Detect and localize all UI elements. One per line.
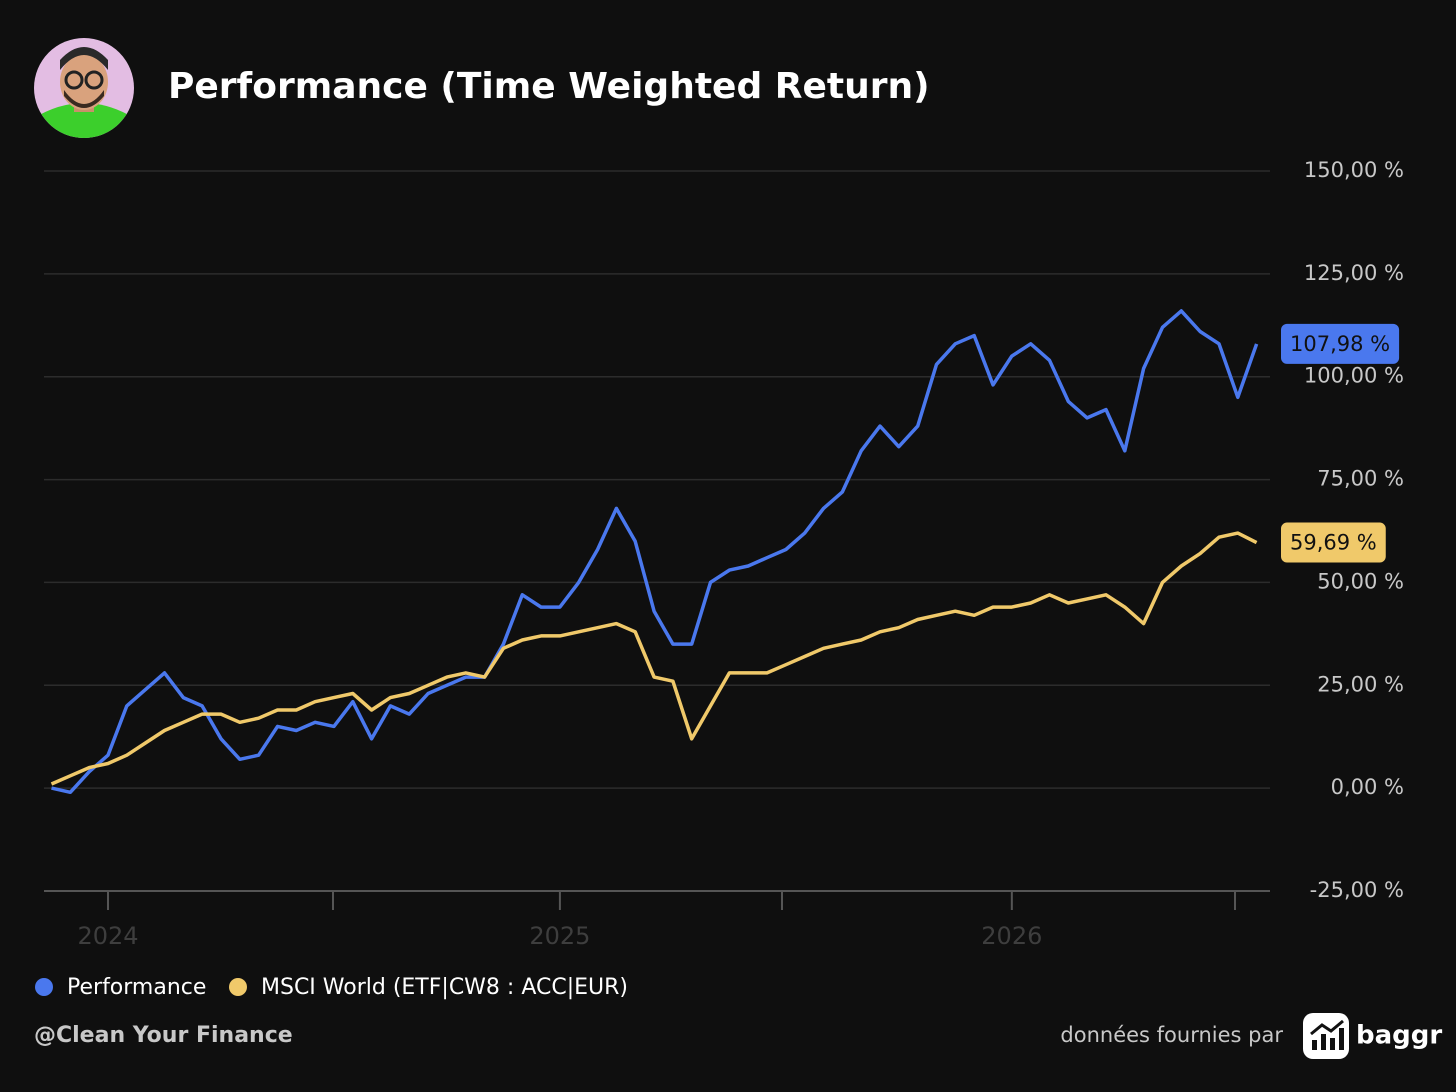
y-tick-label: 150,00 % (1304, 158, 1404, 182)
y-tick-label: 100,00 % (1304, 364, 1404, 388)
minor-ticks (332, 891, 1236, 910)
x-tick-label: 2026 (981, 922, 1042, 950)
legend-label: MSCI World (ETF|CW8 : ACC|EUR) (261, 975, 628, 1000)
end-value-box (1281, 522, 1386, 563)
legend-label: Performance (67, 975, 206, 1000)
y-tick-label: 25,00 % (1317, 672, 1404, 696)
end-value-text: 59,69 % (1290, 531, 1377, 555)
brand-logo (1303, 1013, 1349, 1059)
end-value-label: 107,98 % (1281, 323, 1400, 364)
x-tick-label: 2024 (77, 922, 138, 950)
chart-title: Performance (Time Weighted Return) (168, 66, 930, 107)
series-line (50, 531, 1258, 786)
y-tick-label: 75,00 % (1317, 467, 1404, 491)
y-tick-label: 50,00 % (1317, 569, 1404, 593)
end-value-text: 107,98 % (1290, 332, 1390, 356)
end-value-box (1281, 323, 1400, 364)
legend-swatch (229, 978, 247, 996)
y-tick-label: 125,00 % (1304, 261, 1404, 285)
y-tick-label: 0,00 % (1331, 775, 1404, 799)
author: @Clean Your Finance (34, 1023, 293, 1048)
brand: baggr (1356, 1021, 1442, 1051)
end-value-label: 59,69 % (1281, 522, 1386, 563)
y-tick-label: -25,00 % (1310, 878, 1404, 902)
x-tick-label: 2025 (529, 922, 590, 950)
legend-swatch (35, 978, 53, 996)
source: données fournies par (1060, 1023, 1283, 1047)
series-line (51, 309, 1259, 795)
avatar (34, 38, 134, 138)
